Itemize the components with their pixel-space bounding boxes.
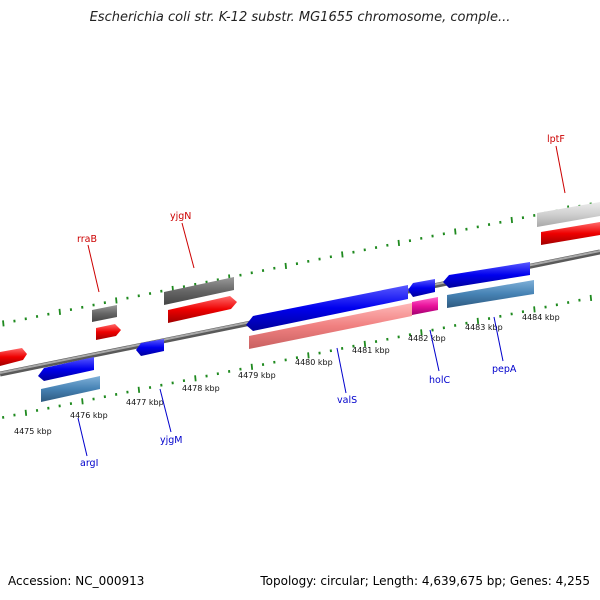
- tick-label-4482: 4482 kbp: [408, 334, 446, 343]
- leader-argI: [77, 417, 88, 457]
- major-tick: [454, 228, 457, 235]
- tick-label-4480: 4480 kbp: [295, 358, 333, 367]
- gene-bar-valS[interactable]: [249, 303, 412, 349]
- tick-label-4479: 4479 kbp: [238, 371, 276, 380]
- gene-label-argI[interactable]: argI: [80, 458, 98, 469]
- map-title: Escherichia coli str. K-12 substr. MG165…: [89, 10, 511, 25]
- tick-label-4483: 4483 kbp: [465, 323, 503, 332]
- major-tick: [2, 320, 5, 327]
- major-tick: [420, 329, 423, 336]
- forward-strand-features: [0, 202, 600, 366]
- gene-label-lptF[interactable]: lptF: [547, 134, 565, 145]
- tick-label-4475: 4475 kbp: [14, 427, 52, 436]
- gene-label-pepA[interactable]: pepA: [492, 364, 517, 375]
- gene-bar-pepA[interactable]: [447, 280, 534, 308]
- gene-bar-lptF[interactable]: [537, 202, 600, 227]
- major-tick: [510, 216, 513, 224]
- gene-label-holC[interactable]: holC: [429, 375, 450, 386]
- gene-bar-argI[interactable]: [41, 376, 100, 402]
- kbp-labels: 4475 kbp 4476 kbp 4477 kbp 4478 kbp 4479…: [14, 313, 560, 436]
- accession-text: Accession: NC_000913: [8, 574, 145, 588]
- leader-valS: [336, 347, 347, 394]
- gene-arrow-rraB[interactable]: [96, 324, 121, 340]
- major-tick: [589, 294, 593, 302]
- major-tick: [476, 317, 480, 324]
- major-tick: [24, 409, 28, 416]
- leader-pepA: [493, 316, 504, 362]
- gene-bar-rraB[interactable]: [92, 305, 117, 322]
- gene-bar-holC[interactable]: [412, 297, 438, 315]
- tick-label-4481: 4481 kbp: [352, 346, 390, 355]
- major-tick: [81, 398, 84, 405]
- gene-arrow-valS[interactable]: [246, 285, 408, 331]
- major-tick: [250, 363, 254, 370]
- genome-summary-text: Topology: circular; Length: 4,639,675 bp…: [260, 574, 590, 588]
- major-tick: [58, 308, 61, 315]
- major-tick: [397, 239, 400, 247]
- gene-label-valS[interactable]: valS: [337, 395, 357, 406]
- gene-bar-yjgN[interactable]: [164, 277, 234, 305]
- major-tick: [341, 251, 344, 258]
- major-tick: [307, 352, 310, 359]
- major-tick: [284, 262, 287, 270]
- gene-arrow-holC[interactable]: [408, 279, 435, 297]
- leader-rraB: [87, 244, 100, 293]
- leader-holC: [429, 329, 440, 372]
- gene-label-yjgN[interactable]: yjgN: [170, 211, 191, 222]
- tick-label-4478: 4478 kbp: [182, 384, 220, 393]
- gene-arrow-yjgM[interactable]: [136, 339, 164, 356]
- tick-label-4477: 4477 kbp: [126, 398, 164, 407]
- tick-label-4476: 4476 kbp: [70, 411, 108, 420]
- major-tick: [194, 375, 197, 382]
- gene-arrow-yjgN[interactable]: [168, 296, 237, 323]
- label-leaders: [77, 145, 566, 457]
- leader-yjgN: [181, 222, 195, 269]
- gene-arrow-lptF[interactable]: [541, 222, 600, 245]
- tick-label-4484: 4484 kbp: [522, 313, 560, 322]
- leader-lptF: [555, 145, 566, 194]
- gene-label-rraB[interactable]: rraB: [77, 234, 97, 245]
- gene-label-yjgM[interactable]: yjgM: [160, 435, 183, 446]
- leader-yjgM: [159, 388, 172, 433]
- major-tick: [115, 297, 118, 304]
- reverse-strand-features: [38, 262, 534, 402]
- gene-arrow-edge[interactable]: [0, 348, 27, 366]
- gene-arrow-argI[interactable]: [38, 357, 94, 381]
- reverse-tick-row: [2, 294, 593, 419]
- gene-labels: rraB yjgN lptF argI yjgM valS holC pepA: [77, 134, 565, 469]
- major-tick: [137, 386, 141, 393]
- major-tick: [363, 340, 367, 347]
- major-tick: [533, 306, 536, 313]
- gene-arrow-pepA[interactable]: [443, 262, 530, 288]
